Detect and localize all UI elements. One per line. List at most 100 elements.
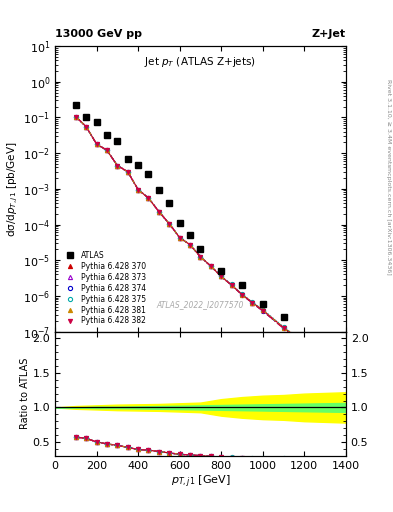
Pythia 6.428 370 [229,282,234,288]
Text: ATLAS_2022_I2077570: ATLAS_2022_I2077570 [157,300,244,309]
Pythia 6.428 382 [167,221,172,227]
Pythia 6.428 381 [105,147,109,154]
ATLAS [136,161,140,167]
Line: ATLAS: ATLAS [73,102,339,372]
ATLAS [219,268,224,274]
Pythia 6.428 374 [188,242,193,248]
Pythia 6.428 382 [250,300,255,306]
Pythia 6.428 382 [281,326,286,332]
Line: Pythia 6.428 370: Pythia 6.428 370 [74,115,327,360]
Pythia 6.428 381 [261,307,265,313]
Line: Pythia 6.428 375: Pythia 6.428 375 [74,115,327,359]
Pythia 6.428 381 [208,263,213,269]
Pythia 6.428 375 [156,208,161,215]
Pythia 6.428 373 [167,221,172,227]
ATLAS [94,119,99,125]
Pythia 6.428 381 [250,300,255,306]
Pythia 6.428 374 [125,169,130,175]
ATLAS [156,186,161,193]
Pythia 6.428 374 [240,292,244,298]
ATLAS [240,282,244,288]
ATLAS [261,301,265,307]
Pythia 6.428 370 [198,253,203,260]
Pythia 6.428 374 [146,195,151,201]
Pythia 6.428 381 [219,273,224,280]
Pythia 6.428 375 [167,221,172,227]
Pythia 6.428 373 [125,169,130,175]
Pythia 6.428 375 [177,234,182,241]
Pythia 6.428 373 [229,282,234,288]
Pythia 6.428 382 [261,308,265,314]
Line: Pythia 6.428 382: Pythia 6.428 382 [74,115,327,365]
Pythia 6.428 370 [73,114,78,120]
Pythia 6.428 381 [167,221,172,227]
Pythia 6.428 382 [84,123,88,130]
Text: Jet $p_T$ (ATLAS Z+jets): Jet $p_T$ (ATLAS Z+jets) [145,55,256,69]
Pythia 6.428 375 [146,195,151,201]
Text: Rivet 3.1.10, ≥ 3.4M events: Rivet 3.1.10, ≥ 3.4M events [386,79,391,167]
Pythia 6.428 374 [167,221,172,227]
ATLAS [105,132,109,138]
Pythia 6.428 382 [323,360,327,366]
Pythia 6.428 382 [136,186,140,193]
Y-axis label: Ratio to ATLAS: Ratio to ATLAS [20,358,29,429]
Text: mcplots.cern.ch [arXiv:1306.3436]: mcplots.cern.ch [arXiv:1306.3436] [386,166,391,274]
Pythia 6.428 382 [240,292,244,298]
Pythia 6.428 382 [115,162,120,168]
Pythia 6.428 373 [115,162,120,168]
Pythia 6.428 375 [323,354,327,360]
Pythia 6.428 370 [94,141,99,147]
Text: Z+Jet: Z+Jet [312,29,346,39]
ATLAS [73,102,78,109]
Pythia 6.428 382 [73,114,78,120]
ATLAS [188,232,193,238]
Pythia 6.428 370 [323,355,327,361]
Pythia 6.428 382 [94,141,99,147]
Line: Pythia 6.428 374: Pythia 6.428 374 [74,115,327,364]
X-axis label: $p_{T,j1}$ [GeV]: $p_{T,j1}$ [GeV] [171,473,230,489]
Y-axis label: dσ/d$p_{T,j1}$ [pb/GeV]: dσ/d$p_{T,j1}$ [pb/GeV] [6,141,20,237]
Pythia 6.428 374 [323,359,327,365]
Pythia 6.428 381 [229,282,234,288]
Pythia 6.428 375 [250,299,255,305]
Pythia 6.428 370 [167,221,172,227]
Pythia 6.428 382 [198,253,203,260]
Pythia 6.428 370 [136,186,140,193]
Pythia 6.428 374 [136,186,140,193]
Pythia 6.428 373 [188,242,193,248]
Pythia 6.428 381 [302,340,307,346]
Pythia 6.428 370 [105,147,109,154]
Pythia 6.428 382 [188,242,193,248]
Pythia 6.428 374 [261,308,265,314]
Pythia 6.428 374 [115,162,120,168]
Pythia 6.428 381 [125,169,130,175]
Pythia 6.428 382 [156,208,161,215]
Pythia 6.428 373 [198,253,203,260]
Pythia 6.428 382 [125,169,130,175]
Pythia 6.428 374 [105,147,109,154]
Pythia 6.428 375 [94,141,99,147]
Pythia 6.428 373 [73,114,78,120]
ATLAS [167,200,172,206]
Pythia 6.428 374 [198,253,203,260]
Pythia 6.428 373 [261,307,265,313]
Pythia 6.428 381 [281,325,286,331]
Pythia 6.428 370 [261,307,265,313]
Pythia 6.428 381 [84,123,88,130]
Pythia 6.428 382 [146,195,151,201]
Pythia 6.428 373 [219,273,224,280]
Pythia 6.428 375 [188,242,193,248]
Pythia 6.428 381 [323,357,327,363]
Pythia 6.428 373 [302,340,307,346]
Pythia 6.428 381 [240,291,244,297]
Line: Pythia 6.428 373: Pythia 6.428 373 [74,115,327,363]
Pythia 6.428 373 [281,325,286,331]
Pythia 6.428 370 [115,162,120,168]
Pythia 6.428 381 [94,141,99,147]
Pythia 6.428 373 [323,358,327,364]
Pythia 6.428 374 [208,263,213,269]
Pythia 6.428 375 [84,123,88,130]
Pythia 6.428 370 [219,273,224,280]
Pythia 6.428 375 [261,307,265,313]
ATLAS [84,114,88,120]
